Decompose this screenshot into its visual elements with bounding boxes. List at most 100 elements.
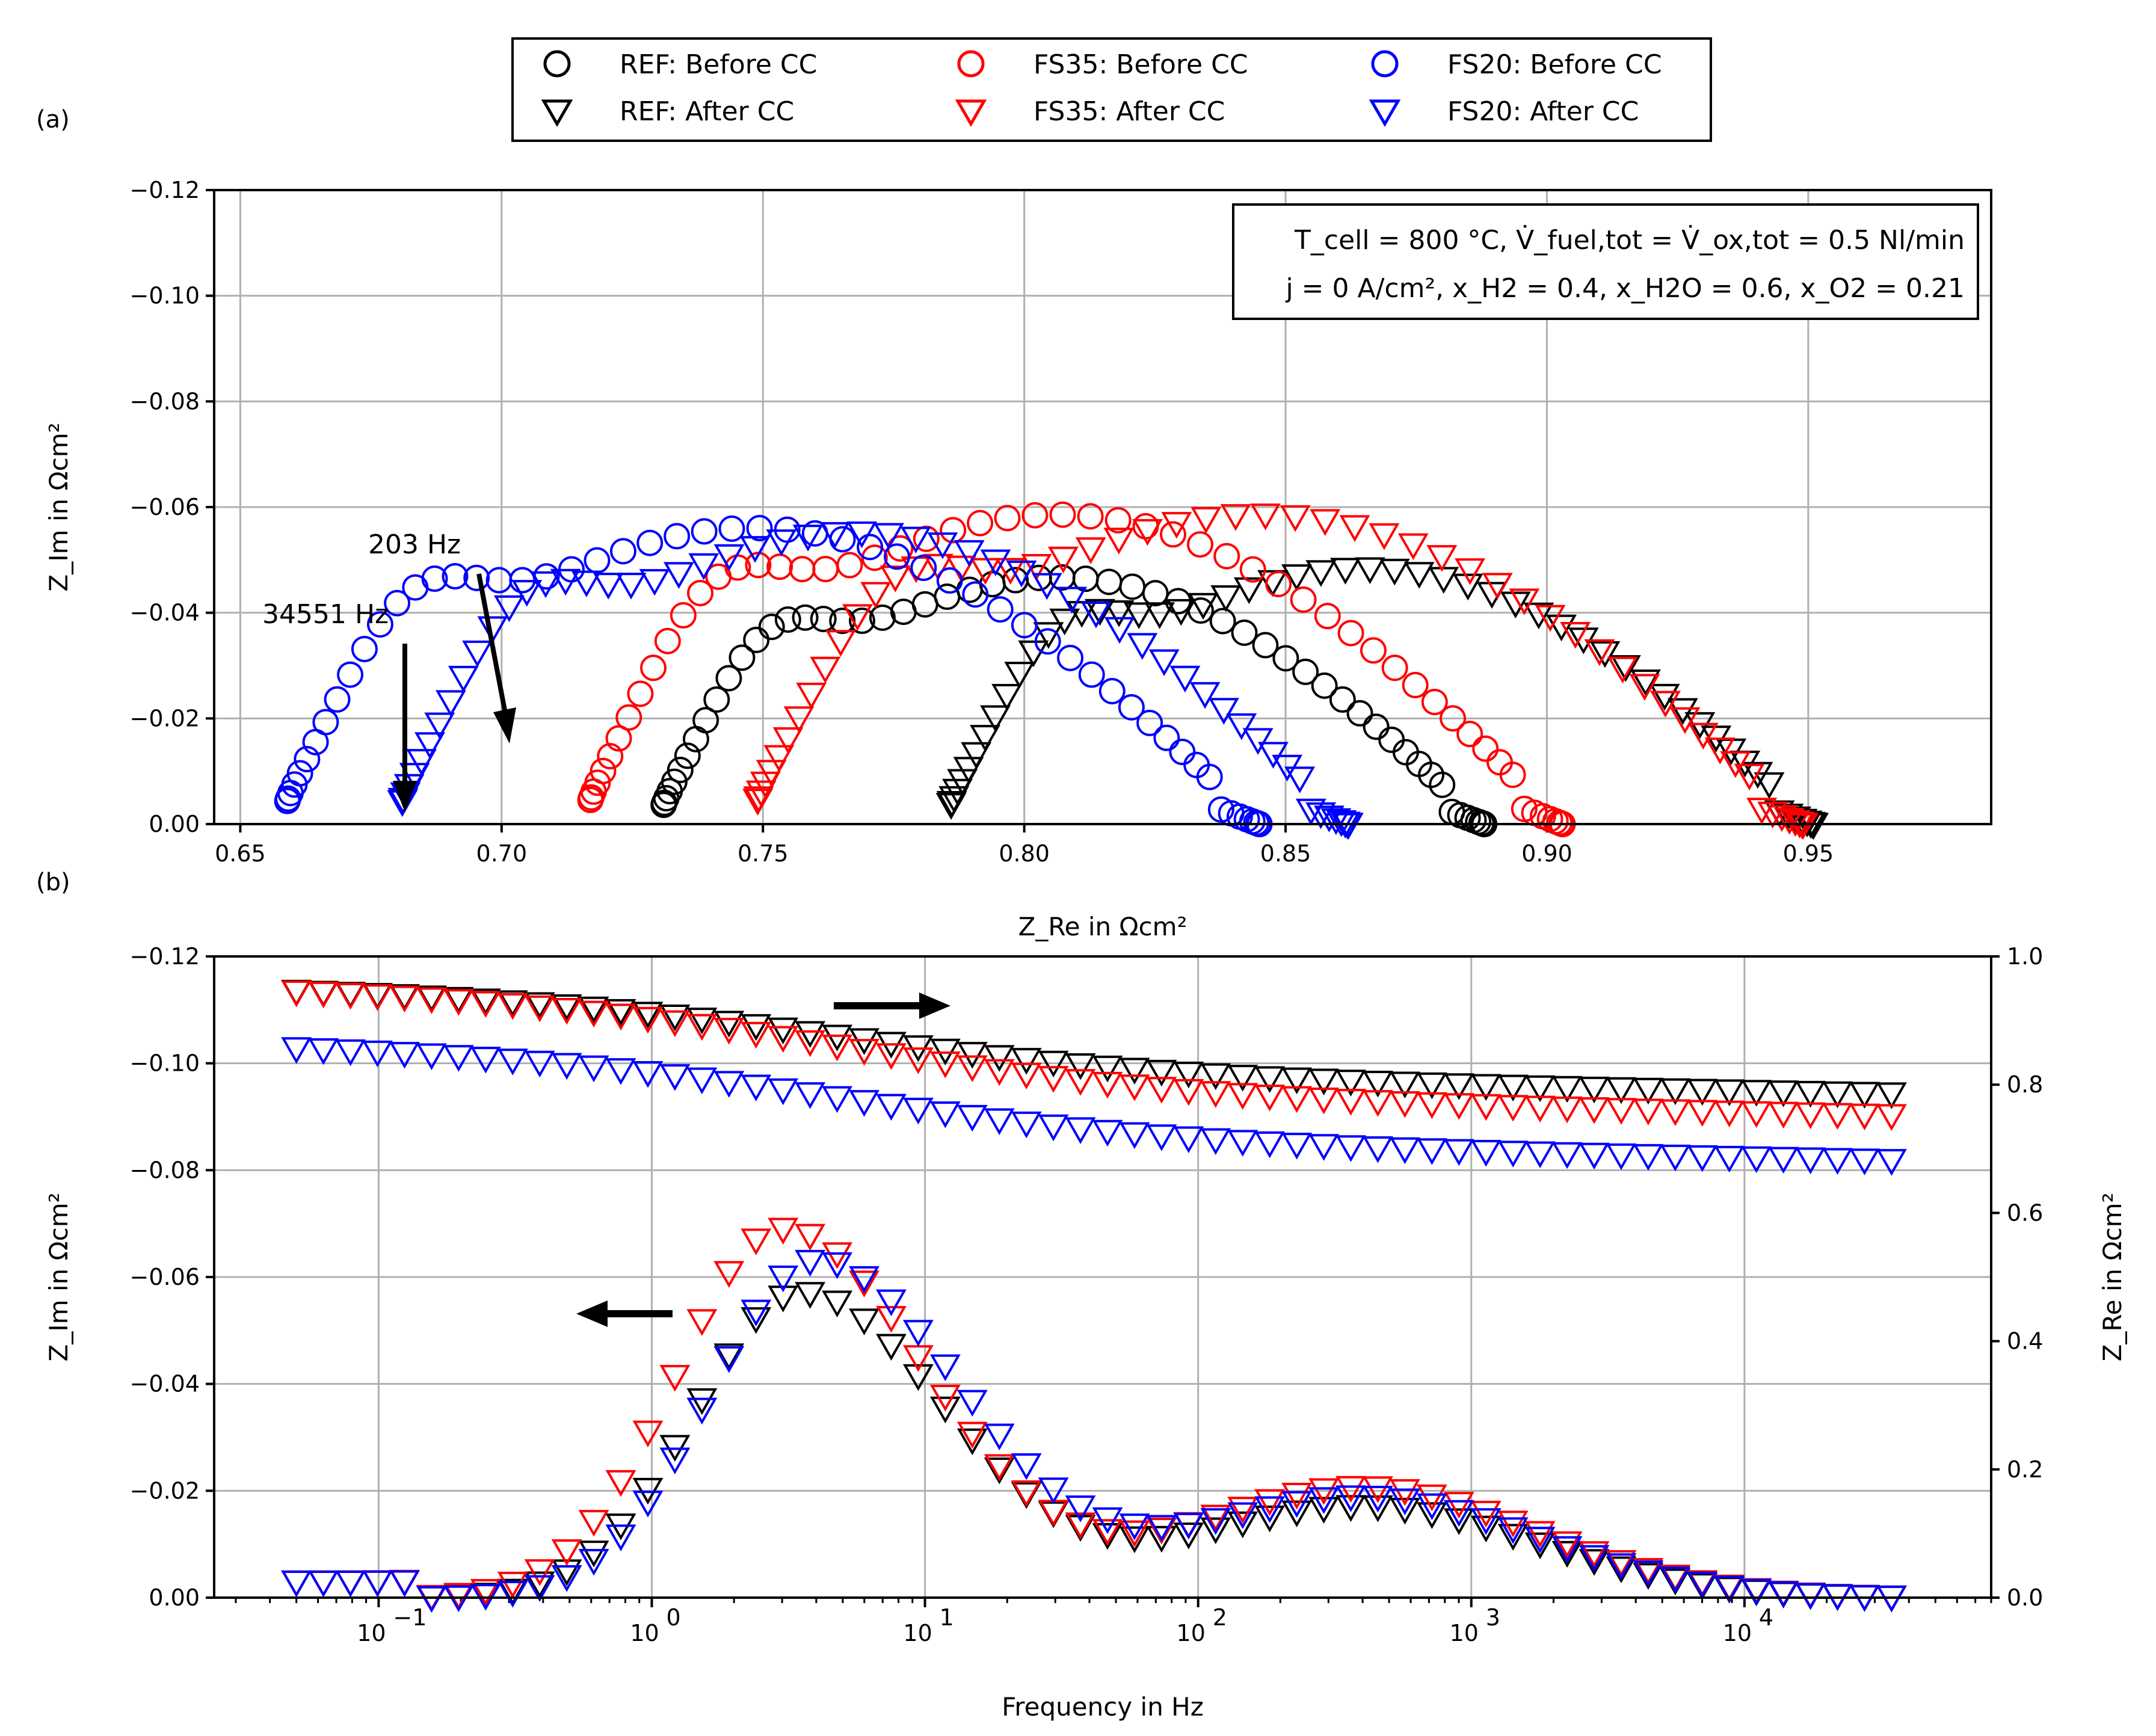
bode-zim-point: [1038, 1477, 1069, 1504]
bode-zim-point: [1470, 1515, 1502, 1543]
bode-zre-point: [281, 1037, 312, 1064]
nyquist-point-triangle: [1048, 546, 1079, 574]
bode-zre-point: [470, 1047, 501, 1074]
nyquist-point-triangle: [1428, 567, 1459, 594]
bode-zim-point: [1795, 1583, 1826, 1610]
nyquist-point-circle: [1098, 677, 1126, 704]
nyquist-point-triangle: [846, 521, 878, 549]
bode-zre-point: [281, 980, 312, 1008]
bode-zim-point: [497, 1581, 528, 1608]
nyquist-point-triangle: [879, 565, 911, 593]
bode-zre-point: [389, 984, 420, 1011]
bode-zre-point: [1065, 1069, 1096, 1096]
legend-frame: [511, 37, 1712, 142]
bode-zre-point: [768, 1017, 799, 1045]
nyquist-point-circle: [703, 686, 730, 713]
nyquist-point-triangle: [1031, 573, 1062, 600]
nyquist-point-triangle: [1123, 602, 1154, 629]
bode-zre-point: [524, 1050, 555, 1078]
bode-zre-point: [335, 982, 366, 1009]
panel-label-b: (b): [36, 869, 70, 896]
bode-zim-point: [956, 1428, 988, 1456]
nyquist-point-triangle: [1018, 640, 1049, 668]
nyquist-point-triangle: [1284, 766, 1316, 793]
bode-zre-point: [1146, 1077, 1177, 1104]
nyquist-point-triangle: [1500, 591, 1531, 619]
bode-zre-point: [416, 1043, 447, 1071]
nyquist-point-circle: [1213, 543, 1240, 570]
legend-marker-triangle-blue: [1369, 99, 1401, 127]
bode-zim-point: [1687, 1571, 1718, 1599]
bode-zre-point: [1065, 1117, 1096, 1144]
bode-x-tick-exponent: 0: [666, 1604, 680, 1631]
nyquist-point-circle: [1346, 700, 1373, 727]
nyquist-point-circle: [661, 768, 688, 795]
nyquist-point-triangle: [1280, 505, 1311, 532]
bode-zim-point: [281, 1570, 312, 1598]
bode-zim-point: [1660, 1566, 1691, 1593]
bode-zre-point: [1606, 1077, 1637, 1104]
nyquist-point-circle: [962, 581, 989, 608]
bode-zim-point: [1363, 1476, 1393, 1503]
nyquist-point-circle: [1499, 762, 1526, 789]
bode-zre-point: [1822, 1081, 1853, 1109]
bode-zre-point: [713, 1011, 745, 1038]
bode-zim-point: [1227, 1511, 1258, 1539]
bode-zre-point: [632, 1060, 664, 1088]
bode-zre-point: [1606, 1098, 1637, 1125]
bode-zre-point: [1335, 1089, 1366, 1116]
bode-zre-point: [876, 1094, 907, 1121]
bode-zre-point: [497, 1048, 528, 1076]
bode-zre-point: [1335, 1135, 1366, 1162]
bode-zim-point: [1146, 1518, 1177, 1545]
legend-entry-fs35-before: FS35: Before CC: [957, 49, 1248, 80]
bode-zre-point: [1011, 1111, 1042, 1139]
bode-zre-point: [1578, 1142, 1610, 1170]
nyquist-point-circle: [605, 725, 632, 752]
bode-zim-point: [713, 1261, 745, 1288]
bode-zre-point: [686, 1067, 718, 1095]
nyquist-point-triangle: [1452, 573, 1483, 601]
nyquist-point-circle: [1337, 620, 1364, 647]
bode-zim-point: [1551, 1536, 1583, 1563]
nyquist-point-circle: [1118, 694, 1145, 721]
legend-marker-triangle-red: [955, 99, 987, 127]
nyquist-point-triangle: [493, 595, 525, 623]
bode-zim-point: [1254, 1496, 1286, 1524]
bode-zim-point: [1092, 1507, 1123, 1534]
nyquist-point-circle: [1104, 506, 1132, 534]
legend-label-fs20-before: FS20: Before CC: [1447, 49, 1662, 80]
nyquist-x-tick-label: 0.65: [215, 840, 266, 867]
bode-zim-point: [1389, 1498, 1420, 1525]
nyquist-point-triangle: [980, 549, 1011, 577]
nyquist-point-triangle: [1169, 665, 1201, 693]
nyquist-point-circle: [1057, 644, 1084, 671]
bode-zre-point: [849, 1090, 879, 1117]
bode-zim-point: [1416, 1502, 1447, 1529]
nyquist-plot: 0.65 0.70 0.75 0.80 0.85 0.90 0.95 0.00 −0.02 −0.…: [44, 177, 1992, 941]
bode-zre-point: [1470, 1140, 1502, 1167]
bode-zim-point: [1038, 1500, 1069, 1527]
nyquist-point-circle: [691, 518, 718, 545]
nyquist-point-circle: [884, 543, 911, 570]
nyquist-point-circle: [1169, 739, 1196, 766]
nyquist-point-circle: [1011, 612, 1038, 639]
bode-zre-point: [984, 1059, 1015, 1086]
bode-zre-point: [470, 988, 501, 1015]
nyquist-point-circle: [810, 605, 837, 632]
nyquist-point-triangle: [1630, 669, 1661, 697]
bode-zim-point: [795, 1282, 826, 1309]
bode-zre-point: [308, 980, 339, 1008]
nyquist-point-triangle: [1379, 558, 1410, 586]
bode-zre-point: [1876, 1104, 1907, 1131]
nyquist-point-triangle: [810, 656, 841, 684]
bode-zim-point: [984, 1457, 1015, 1485]
bode-zre-point: [1227, 1065, 1258, 1092]
nyquist-point-triangle: [1104, 617, 1135, 644]
nyquist-point-triangle: [436, 690, 466, 717]
bode-zre-point: [741, 1074, 772, 1101]
bode-zre-point: [551, 994, 582, 1021]
bode-x-tick-label: 10: [1450, 1620, 1479, 1646]
nyquist-point-circle: [324, 686, 351, 713]
